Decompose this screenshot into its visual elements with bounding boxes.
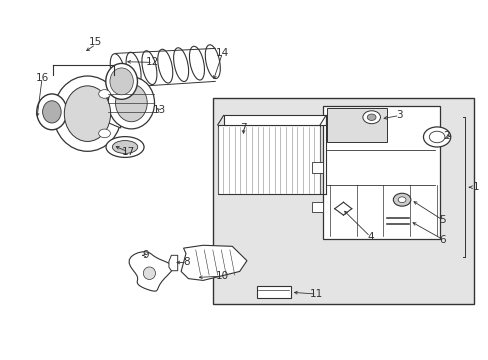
Text: 11: 11 — [309, 289, 323, 299]
Text: 10: 10 — [216, 271, 229, 281]
Ellipse shape — [64, 86, 110, 141]
Ellipse shape — [37, 94, 67, 130]
Text: 7: 7 — [240, 123, 246, 133]
Bar — [311, 202, 322, 212]
Circle shape — [397, 197, 405, 203]
Circle shape — [362, 111, 380, 124]
Ellipse shape — [112, 140, 138, 153]
Text: 4: 4 — [366, 232, 373, 242]
Text: 17: 17 — [122, 147, 135, 157]
Text: 16: 16 — [36, 73, 49, 83]
Ellipse shape — [143, 267, 155, 279]
Ellipse shape — [42, 101, 61, 123]
Text: 2: 2 — [443, 131, 449, 141]
Polygon shape — [223, 116, 325, 125]
Text: 13: 13 — [152, 105, 165, 115]
Ellipse shape — [105, 63, 137, 99]
Bar — [212, 98, 473, 304]
Circle shape — [428, 131, 444, 143]
Ellipse shape — [108, 77, 154, 129]
Polygon shape — [129, 252, 172, 291]
Ellipse shape — [106, 136, 144, 157]
Circle shape — [366, 114, 375, 121]
Polygon shape — [327, 108, 386, 142]
Polygon shape — [108, 83, 121, 128]
Ellipse shape — [110, 68, 133, 95]
Text: 8: 8 — [183, 257, 190, 267]
Text: 15: 15 — [89, 37, 102, 47]
Text: 1: 1 — [472, 182, 478, 192]
Bar — [256, 286, 290, 298]
Bar — [322, 107, 439, 239]
Ellipse shape — [53, 76, 122, 151]
Text: 14: 14 — [216, 48, 229, 58]
Circle shape — [99, 90, 110, 98]
Polygon shape — [168, 255, 177, 271]
Text: 12: 12 — [146, 57, 159, 67]
Bar — [217, 125, 320, 194]
Bar — [311, 162, 322, 173]
Text: 9: 9 — [142, 250, 149, 260]
Text: 5: 5 — [439, 215, 446, 225]
Circle shape — [423, 127, 450, 147]
Circle shape — [99, 129, 110, 138]
Text: 6: 6 — [439, 234, 446, 244]
Text: 3: 3 — [395, 111, 402, 121]
Ellipse shape — [115, 84, 147, 122]
Polygon shape — [181, 245, 246, 280]
Circle shape — [392, 193, 410, 206]
